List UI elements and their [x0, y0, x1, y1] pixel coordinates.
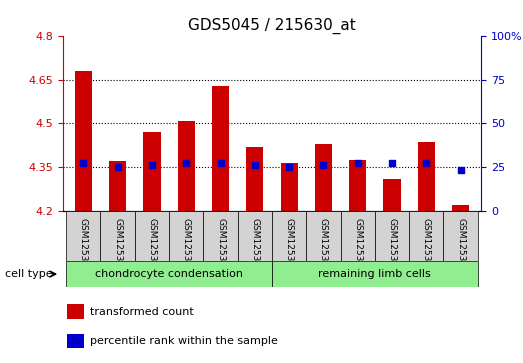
- FancyBboxPatch shape: [66, 211, 100, 261]
- Point: [457, 168, 465, 174]
- FancyBboxPatch shape: [135, 211, 169, 261]
- Text: GSM1253166: GSM1253166: [422, 218, 431, 279]
- Point: [113, 164, 122, 170]
- Point: [79, 160, 87, 166]
- Bar: [178, 121, 195, 211]
- Text: GSM1253156: GSM1253156: [79, 218, 88, 279]
- Text: chondrocyte condensation: chondrocyte condensation: [95, 269, 243, 279]
- Bar: [280, 163, 298, 211]
- Text: percentile rank within the sample: percentile rank within the sample: [90, 336, 278, 346]
- Text: remaining limb cells: remaining limb cells: [319, 269, 431, 279]
- Text: GSM1253163: GSM1253163: [319, 218, 328, 279]
- Bar: [143, 132, 161, 211]
- FancyBboxPatch shape: [375, 211, 409, 261]
- Bar: [67, 305, 84, 319]
- FancyBboxPatch shape: [340, 211, 375, 261]
- Point: [217, 160, 225, 166]
- Point: [147, 162, 156, 168]
- Point: [422, 160, 430, 166]
- Point: [182, 160, 190, 166]
- FancyBboxPatch shape: [409, 211, 444, 261]
- FancyBboxPatch shape: [100, 211, 135, 261]
- FancyBboxPatch shape: [444, 211, 477, 261]
- FancyBboxPatch shape: [272, 261, 477, 287]
- Text: transformed count: transformed count: [90, 307, 194, 317]
- Bar: [349, 160, 366, 211]
- Bar: [67, 334, 84, 348]
- Text: GSM1253167: GSM1253167: [456, 218, 465, 279]
- Text: GSM1253157: GSM1253157: [113, 218, 122, 279]
- Point: [285, 164, 293, 170]
- Bar: [315, 144, 332, 211]
- Bar: [246, 147, 264, 211]
- Text: GSM1253165: GSM1253165: [388, 218, 396, 279]
- Bar: [212, 86, 229, 211]
- Text: GSM1253159: GSM1253159: [181, 218, 191, 279]
- Title: GDS5045 / 215630_at: GDS5045 / 215630_at: [188, 17, 356, 33]
- Text: cell type: cell type: [5, 269, 53, 279]
- FancyBboxPatch shape: [169, 211, 203, 261]
- Text: GSM1253158: GSM1253158: [147, 218, 156, 279]
- Bar: [383, 179, 401, 211]
- Text: GSM1253162: GSM1253162: [285, 218, 293, 279]
- Point: [354, 160, 362, 166]
- Text: GSM1253161: GSM1253161: [251, 218, 259, 279]
- FancyBboxPatch shape: [237, 211, 272, 261]
- Point: [319, 162, 327, 168]
- FancyBboxPatch shape: [272, 211, 306, 261]
- FancyBboxPatch shape: [66, 261, 272, 287]
- Bar: [418, 142, 435, 211]
- Point: [251, 162, 259, 168]
- Bar: [109, 161, 126, 211]
- Point: [388, 160, 396, 166]
- FancyBboxPatch shape: [306, 211, 340, 261]
- Bar: [452, 205, 469, 211]
- Text: GSM1253160: GSM1253160: [216, 218, 225, 279]
- Bar: [75, 71, 92, 211]
- Text: GSM1253164: GSM1253164: [353, 218, 362, 279]
- FancyBboxPatch shape: [203, 211, 237, 261]
